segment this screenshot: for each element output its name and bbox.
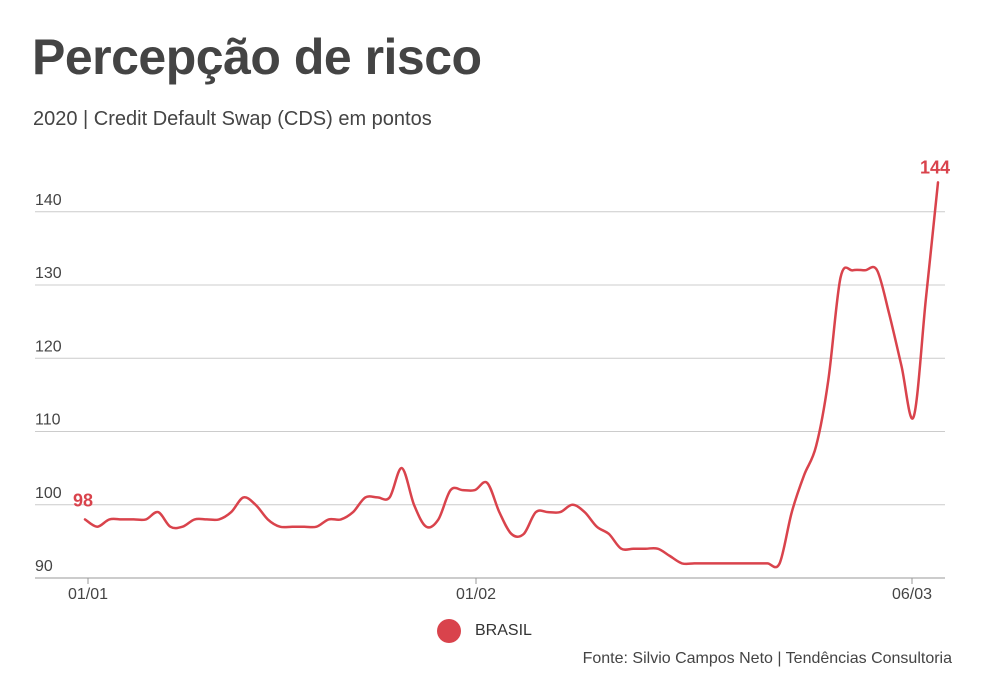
x-tick-label-0: 01/01 — [68, 586, 108, 603]
end-value-label: 144 — [920, 157, 950, 177]
legend-swatch-brasil — [437, 619, 461, 643]
start-value-label: 98 — [73, 490, 93, 510]
y-tick-label-90: 90 — [35, 558, 53, 575]
series-line-brasil — [83, 181, 940, 569]
chart-subtitle: 2020 | Credit Default Swap (CDS) em pont… — [33, 108, 432, 130]
y-tick-label-100: 100 — [35, 485, 62, 502]
x-tick-label-1: 01/02 — [456, 586, 496, 603]
y-tick-label-130: 130 — [35, 265, 62, 282]
x-tick-label-2: 06/03 — [892, 586, 932, 603]
y-tick-label-140: 140 — [35, 192, 62, 209]
legend: BRASIL — [437, 619, 532, 643]
y-tick-label-110: 110 — [35, 412, 61, 429]
chart-title: Percepção de risco — [32, 29, 482, 85]
y-tick-label-120: 120 — [35, 338, 62, 355]
source-note: Fonte: Silvio Campos Neto | Tendências C… — [582, 650, 952, 667]
legend-label-brasil: BRASIL — [475, 622, 532, 639]
